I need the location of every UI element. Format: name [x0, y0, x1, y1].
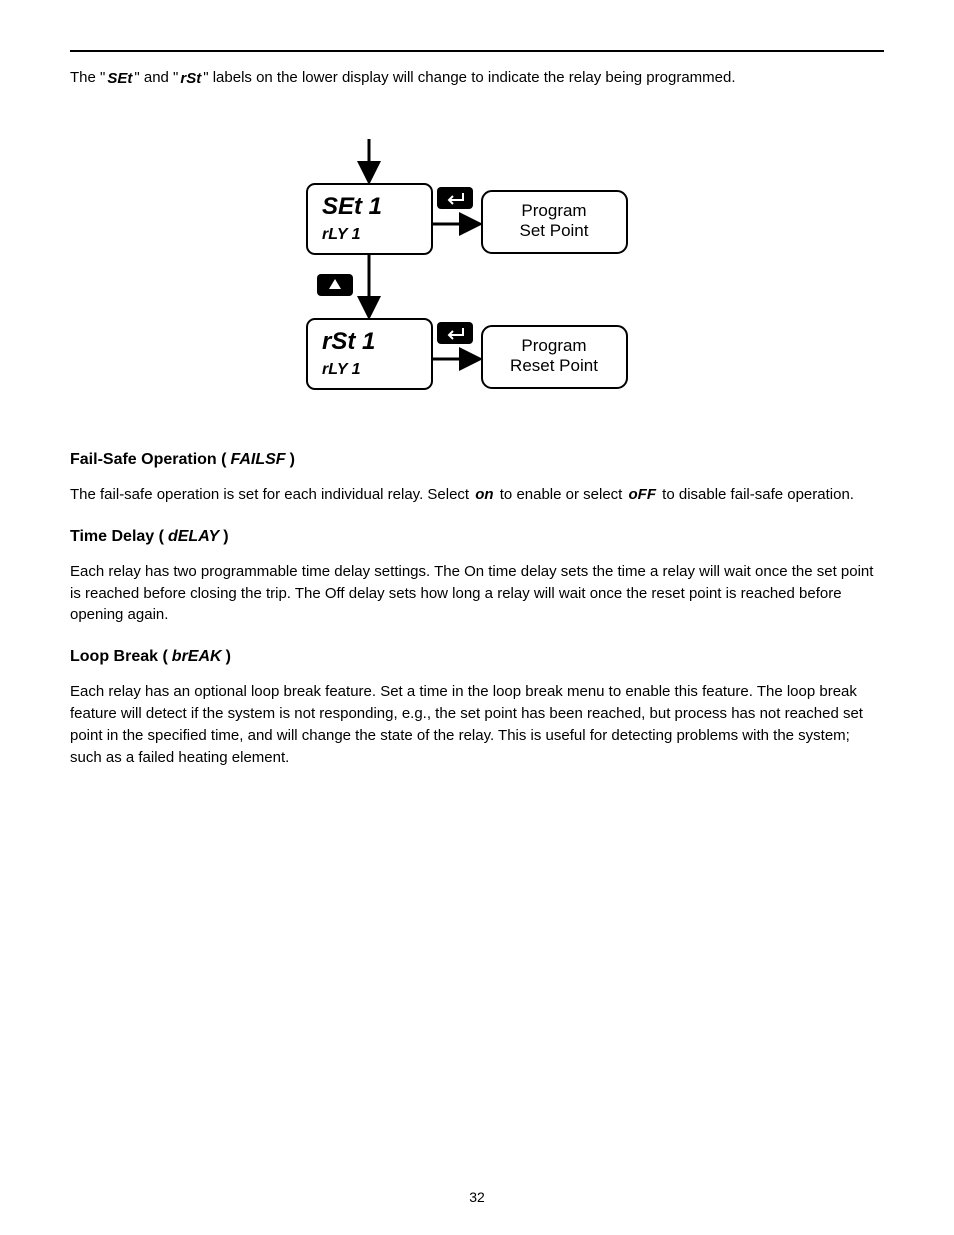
state-box-set-line1: SEt 1 [322, 193, 382, 220]
seg-on: on [473, 484, 495, 506]
enter-key-icon-2 [437, 322, 473, 344]
state-box-set-line2: rLY 1 [322, 226, 361, 243]
heading-break-suffix: ) [226, 648, 231, 665]
diagram-svg: SEt 1 rLY 1 Program Set Point rSt 1 rLY … [277, 129, 677, 429]
body-break: Each relay has an optional loop break fe… [70, 681, 884, 768]
failsafe-body-prefix: The fail-safe operation is set for each … [70, 486, 473, 503]
heading-delay-suffix: ) [223, 528, 228, 545]
heading-break: Loop Break (brEAK) [70, 648, 884, 666]
seg-break: brEAK [168, 648, 226, 666]
flow-diagram: SEt 1 rLY 1 Program Set Point rSt 1 rLY … [70, 129, 884, 429]
heading-delay: Time Delay (dELAY) [70, 528, 884, 546]
page: The "SEt" and "rSt" labels on the lower … [0, 0, 954, 1235]
seg-delay: dELAY [164, 528, 223, 546]
horizontal-rule [70, 50, 884, 52]
heading-failsafe-prefix: Fail-Safe Operation ( [70, 451, 226, 468]
seg-off: oFF [627, 484, 659, 506]
action-box-program-reset-l2: Reset Point [510, 356, 598, 375]
heading-failsafe: Fail-Safe Operation (FAILSF) [70, 451, 884, 469]
body-failsafe: The fail-safe operation is set for each … [70, 484, 884, 506]
enter-key-icon [437, 187, 473, 209]
intro-paragraph: The "SEt" and "rSt" labels on the lower … [70, 67, 884, 89]
action-box-program-reset-l1: Program [521, 336, 586, 355]
seg-rst: rSt [178, 68, 203, 89]
body-delay: Each relay has two programmable time del… [70, 561, 884, 626]
action-box-program-set-l1: Program [521, 201, 586, 220]
heading-delay-prefix: Time Delay ( [70, 528, 164, 545]
intro-suffix: " labels on the lower display will chang… [203, 69, 735, 86]
intro-mid: " and " [134, 69, 178, 86]
seg-failsf: FAILSF [226, 451, 289, 469]
state-box-rst-line2: rLY 1 [322, 361, 361, 378]
failsafe-body-mid: to enable or select [496, 486, 627, 503]
seg-set: SEt [105, 68, 134, 89]
heading-break-prefix: Loop Break ( [70, 648, 168, 665]
failsafe-body-suffix: to disable fail-safe operation. [658, 486, 854, 503]
intro-prefix: The " [70, 69, 105, 86]
state-box-rst-line1: rSt 1 [322, 328, 375, 355]
heading-failsafe-suffix: ) [290, 451, 295, 468]
page-number: 32 [0, 1189, 954, 1205]
action-box-program-set-l2: Set Point [520, 221, 589, 240]
